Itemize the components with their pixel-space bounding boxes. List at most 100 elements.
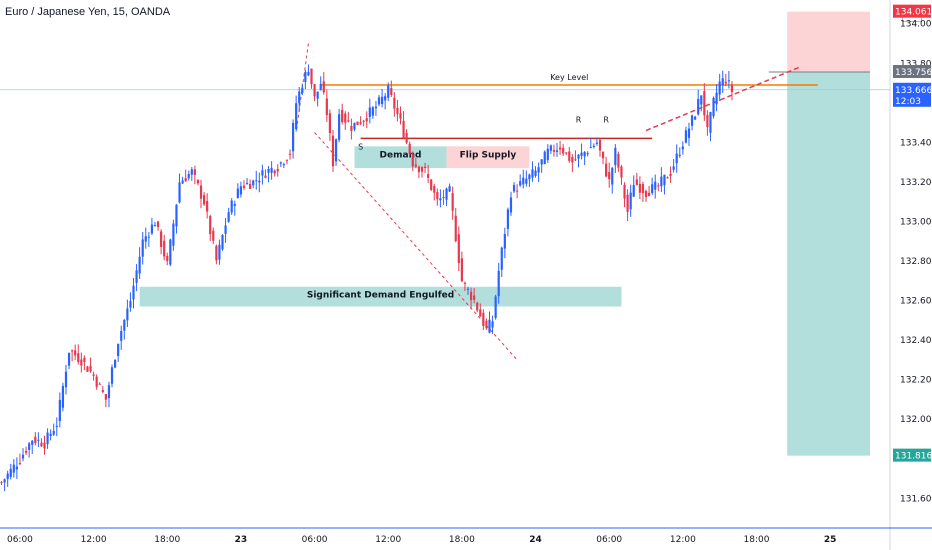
candle-body bbox=[71, 350, 74, 352]
candle-body bbox=[476, 302, 479, 311]
candle-body bbox=[242, 185, 246, 188]
candle-body bbox=[77, 353, 80, 362]
candle-body bbox=[184, 178, 187, 182]
candle-body bbox=[519, 181, 522, 186]
candle-body bbox=[445, 188, 448, 200]
zones: Demand Flip Supply Significant Demand Engu… bbox=[139, 146, 622, 307]
candle-body bbox=[617, 153, 620, 168]
candle-body bbox=[18, 463, 22, 465]
chart-title: Euro / Japanese Yen, 15, OANDA bbox=[5, 6, 171, 18]
candle-body bbox=[709, 111, 712, 133]
candle-body bbox=[595, 142, 599, 144]
candle-body bbox=[380, 96, 384, 105]
candle-body bbox=[482, 312, 485, 327]
candle-body bbox=[460, 258, 463, 282]
candle-body bbox=[479, 309, 482, 317]
candle-body bbox=[236, 188, 239, 199]
candle-body bbox=[181, 180, 184, 184]
candle-body bbox=[451, 193, 454, 211]
candle-body bbox=[21, 454, 25, 459]
candle-body bbox=[12, 464, 15, 473]
candle-body bbox=[24, 450, 28, 453]
candle-body bbox=[193, 169, 196, 175]
candle-body bbox=[654, 181, 657, 190]
candle-body bbox=[408, 143, 411, 154]
candle-body bbox=[52, 430, 55, 435]
candle-body bbox=[218, 244, 221, 260]
candle-body bbox=[110, 367, 114, 384]
marker-r: R bbox=[576, 116, 582, 125]
candle-body bbox=[187, 174, 190, 179]
candle-body bbox=[273, 170, 276, 174]
candle-body bbox=[558, 147, 562, 150]
demand-zone bbox=[354, 146, 447, 169]
last-price-badge bbox=[893, 82, 931, 107]
candle-body bbox=[497, 270, 500, 297]
candle-body bbox=[245, 182, 249, 184]
candle-body bbox=[703, 91, 706, 116]
candle-body bbox=[384, 96, 387, 101]
candle-body bbox=[359, 122, 362, 124]
candle-body bbox=[270, 167, 273, 173]
candle-body bbox=[276, 169, 279, 172]
candle-body bbox=[700, 95, 703, 105]
y-tick-label: 132.400 bbox=[900, 336, 932, 346]
candle-body bbox=[98, 383, 101, 385]
candle-body bbox=[328, 113, 332, 134]
candle-body bbox=[647, 192, 651, 197]
x-tick-label: 12:00 bbox=[670, 535, 696, 545]
candle-body bbox=[605, 163, 608, 177]
candle-body bbox=[344, 113, 347, 123]
candle-body bbox=[718, 81, 721, 95]
candle-body bbox=[678, 154, 681, 156]
candle-body bbox=[503, 234, 506, 249]
candle-body bbox=[190, 169, 193, 175]
annotations: S R R bbox=[358, 116, 609, 152]
candle-body bbox=[212, 230, 215, 241]
candle-body bbox=[132, 285, 135, 300]
candle-body bbox=[166, 256, 169, 262]
stop-price-badge bbox=[893, 4, 931, 18]
y-tick-label: 134.000 bbox=[900, 20, 932, 30]
candle-body bbox=[285, 160, 289, 162]
y-tick-label: 133.200 bbox=[900, 178, 932, 188]
trend-line-dashed bbox=[645, 66, 800, 132]
candle-body bbox=[516, 190, 519, 192]
candle-body bbox=[473, 295, 476, 300]
candle-body bbox=[15, 466, 18, 470]
x-tick-label: 06:00 bbox=[7, 535, 33, 545]
candle-body bbox=[623, 184, 626, 199]
candle-body bbox=[291, 122, 295, 152]
candle-body bbox=[169, 239, 172, 265]
candle-body bbox=[282, 164, 285, 166]
candle-body bbox=[690, 115, 694, 126]
candle-body bbox=[485, 320, 488, 329]
candle-body bbox=[669, 173, 672, 176]
y-tick-label: 133.000 bbox=[900, 217, 932, 227]
candle-body bbox=[55, 425, 58, 427]
y-tick-label: 132.800 bbox=[900, 257, 932, 267]
candle-body bbox=[377, 97, 381, 105]
candle-body bbox=[427, 174, 430, 178]
candle-body bbox=[178, 182, 181, 203]
candle-body bbox=[144, 236, 147, 242]
candle-body bbox=[534, 170, 537, 176]
candle-body bbox=[393, 97, 396, 109]
candle-body bbox=[644, 190, 648, 197]
candle-body bbox=[608, 172, 611, 180]
candle-body bbox=[715, 92, 718, 105]
candle-body bbox=[9, 468, 12, 478]
candle-body bbox=[411, 154, 414, 167]
candle-body bbox=[525, 178, 528, 184]
candle-body bbox=[684, 130, 688, 143]
candle-body bbox=[313, 84, 316, 97]
candle-body bbox=[322, 81, 325, 93]
candle-body bbox=[86, 366, 89, 372]
stop-zone bbox=[787, 11, 870, 72]
x-tick-label: 23 bbox=[235, 535, 248, 545]
position-tool bbox=[768, 11, 870, 456]
candle-body bbox=[206, 201, 209, 212]
candle-body bbox=[571, 156, 574, 163]
candle-body bbox=[249, 183, 252, 189]
